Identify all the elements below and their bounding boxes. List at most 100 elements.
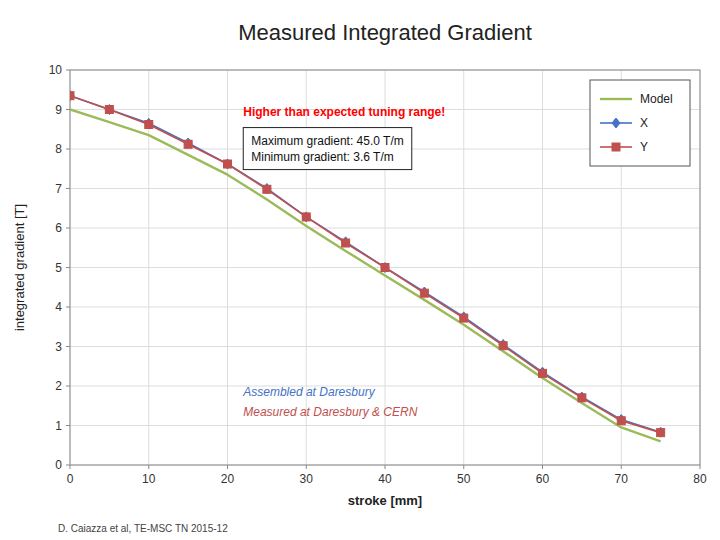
tick — [66, 228, 70, 229]
tick — [66, 465, 70, 466]
tick-label: 0 — [55, 458, 62, 472]
tick — [385, 465, 386, 469]
point — [70, 91, 74, 101]
point — [184, 138, 192, 148]
point — [657, 429, 665, 437]
point — [145, 118, 153, 128]
tick — [621, 465, 622, 469]
grid-line — [70, 228, 700, 229]
point — [105, 105, 113, 115]
tick — [66, 425, 70, 426]
legend-marker — [612, 118, 620, 128]
annotation: Minimum gradient: 3.6 T/m — [251, 150, 394, 164]
point — [145, 121, 153, 129]
point — [420, 289, 428, 297]
tick-label: 6 — [55, 221, 62, 235]
point — [302, 213, 310, 221]
legend-box — [590, 80, 690, 166]
tick — [66, 149, 70, 150]
point — [578, 394, 586, 402]
grid-line — [70, 188, 700, 189]
line — [70, 96, 661, 433]
tick-label: 4 — [55, 300, 62, 314]
tick-label: 40 — [378, 472, 392, 486]
tick — [66, 307, 70, 308]
point — [539, 369, 547, 377]
tick-label: 0 — [67, 472, 74, 486]
plot-frame — [70, 70, 700, 465]
point — [499, 342, 507, 350]
grid — [70, 70, 700, 465]
point — [657, 427, 665, 437]
point — [381, 263, 389, 273]
tick — [227, 465, 228, 469]
axis-label: integrated gradient [T] — [12, 204, 27, 331]
tick — [70, 465, 71, 469]
series — [70, 92, 665, 437]
tick-label: 20 — [221, 472, 235, 486]
tick-label: 10 — [49, 63, 63, 77]
annotations: Higher than expected tuning range! Maximu… — [242, 105, 445, 419]
point — [381, 264, 389, 272]
series — [70, 91, 665, 438]
point — [224, 160, 232, 168]
point — [70, 92, 74, 100]
tick-label: 1 — [55, 419, 62, 433]
annotation-box — [243, 128, 412, 170]
grid-line — [70, 346, 700, 347]
tick — [306, 465, 307, 469]
tick — [700, 465, 701, 469]
tick — [66, 188, 70, 189]
legend: ModelXY — [590, 80, 690, 166]
legend-label: X — [640, 116, 648, 130]
chart: Measured Integrated Gradient010203040506… — [0, 0, 720, 540]
tick — [148, 465, 149, 469]
legend-label: Model — [640, 92, 673, 106]
point — [617, 417, 625, 425]
tick-label: 60 — [536, 472, 550, 486]
tick-label: 2 — [55, 379, 62, 393]
point — [460, 312, 468, 322]
tick-label: 30 — [300, 472, 314, 486]
tick — [542, 465, 543, 469]
point — [263, 184, 271, 194]
point — [263, 185, 271, 193]
tick — [463, 465, 464, 469]
tick — [66, 386, 70, 387]
annotation: Assembled at Daresbury — [242, 385, 375, 399]
point — [184, 140, 192, 148]
grid-line — [70, 307, 700, 308]
annotation: Measured at Daresbury & CERN — [243, 405, 417, 419]
tick-label: 10 — [142, 472, 156, 486]
annotation: Higher than expected tuning range! — [243, 105, 445, 119]
tick-label: 50 — [457, 472, 471, 486]
point — [578, 392, 586, 402]
tick — [66, 267, 70, 268]
point — [342, 237, 350, 247]
axes: 01020304050607080012345678910 — [49, 63, 707, 486]
point — [302, 212, 310, 222]
data — [70, 91, 665, 442]
tick-label: 9 — [55, 103, 62, 117]
title: Measured Integrated Gradient — [238, 20, 532, 45]
footnote: D. Caiazza et al, TE-MSC TN 2015-12 — [58, 523, 228, 534]
point — [224, 159, 232, 169]
tick-label: 3 — [55, 340, 62, 354]
annotation: Maximum gradient: 45.0 T/m — [251, 134, 404, 148]
point — [420, 287, 428, 297]
tick-label: 70 — [615, 472, 629, 486]
tick-label: 5 — [55, 261, 62, 275]
legend-swatch — [600, 98, 632, 100]
legend-marker — [612, 143, 620, 151]
tick — [66, 109, 70, 110]
point — [499, 340, 507, 350]
point — [342, 239, 350, 247]
point — [105, 106, 113, 114]
point — [617, 415, 625, 425]
grid-line — [70, 386, 700, 387]
line — [70, 96, 661, 433]
tick-label: 7 — [55, 182, 62, 196]
point — [539, 367, 547, 377]
tick — [66, 346, 70, 347]
grid-line — [70, 425, 700, 426]
